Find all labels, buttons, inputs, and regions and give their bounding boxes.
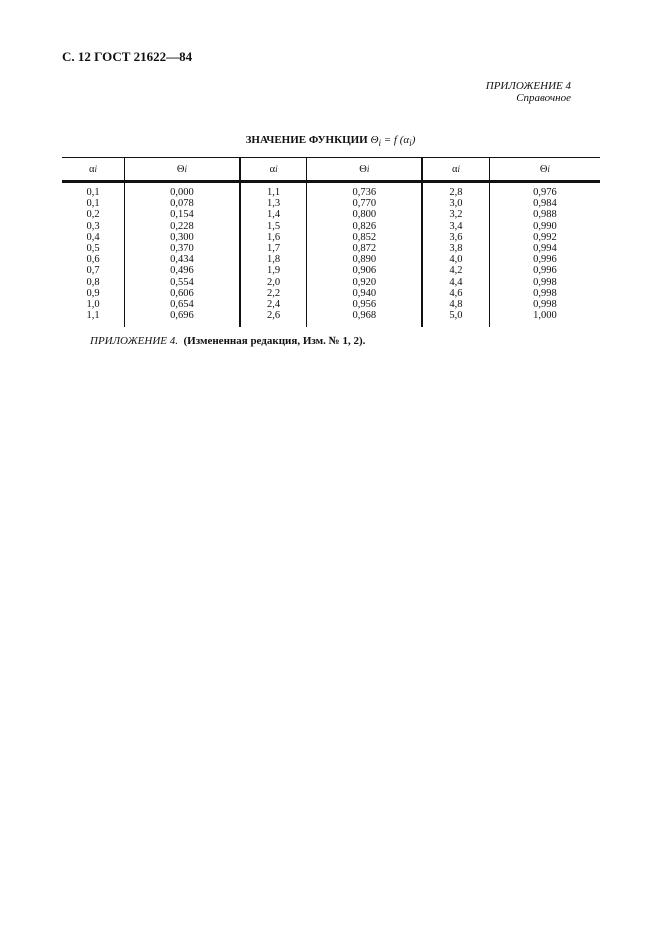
table-cell: 3,2 [421,209,490,221]
table-cell: 3,6 [421,231,490,244]
table-cell: 1,9 [238,265,307,277]
table-cell: 1,1 [86,310,100,322]
table-cell: 3,4 [421,220,490,232]
table-cell: 0,2 [86,209,100,221]
table-cell: 4,2 [421,265,490,277]
table-row: 0,3 0,228 1,5 0,826 3,4 0,990 [62,220,600,232]
table-cell: 1,8 [238,254,307,266]
page-header: С. 12 ГОСТ 21622—84 [62,49,193,64]
table-row: 0,6 0,434 1,8 0,890 4,0 0,996 [62,254,600,266]
table-cell: 0,8 [86,276,100,288]
table-cell: 0,890 [306,254,423,266]
table-cell: 0,940 [306,287,423,300]
table-title: ЗНАЧЕНИЕ ФУНКЦИИ Θi = f (αi) [245,134,416,149]
table-cell: 1,000 [488,310,600,328]
appendix-type: Справочное [516,92,571,104]
table-row: 0,4 0,300 1,6 0,852 3,6 0,992 [62,231,600,244]
table-cell: 0,434 [124,254,240,266]
table-cell: 0,1 [86,198,100,210]
table-cell: 0,554 [124,276,240,288]
revision-note: ПРИЛОЖЕНИЕ 4. (Измененная редакция, Изм.… [90,335,366,347]
function-table: αi Θi αi Θi αi Θi 0,1 0,000 1,1 0,736 2,8 0,976 0,1… [62,157,600,328]
table-cell: 0,920 [306,276,423,288]
column-header: αi [421,157,490,183]
table-cell: 0,770 [306,198,423,210]
column-header: αi [238,157,307,183]
table-cell: 0,7 [86,265,100,277]
column-header: Θi [488,157,600,183]
table-cell: 4,4 [421,276,490,288]
table-cell: 0,736 [306,181,423,199]
table-cell: 0,906 [306,265,423,277]
table-cell: 0,300 [124,231,240,244]
table-cell: 0,990 [488,220,600,232]
table-cell: 0,078 [124,198,240,210]
table-cell: 2,8 [421,181,490,199]
table-cell: 0,154 [124,209,240,221]
table-cell: 0,988 [488,209,600,221]
column-header: Θi [306,157,423,183]
table-row: 1,0 0,654 2,4 0,956 4,8 0,998 [62,299,600,311]
table-cell: 0,6 [86,254,100,266]
table-cell: 2,4 [238,299,307,311]
table-cell: 0,872 [306,243,423,255]
table-cell: 1,1 [238,181,307,199]
table-cell: 0,800 [306,209,423,221]
table-cell: 3,8 [421,243,490,255]
table-cell: 0,998 [488,276,600,288]
table-cell: 0,1 [86,187,100,198]
table-cell: 2,0 [238,276,307,288]
table-cell: 2,6 [238,310,307,328]
column-header: αi [62,157,125,183]
table-cell: 4,6 [421,287,490,300]
column-header: Θi [124,157,240,183]
table-cell: 0,9 [86,287,100,299]
table-row: 0,1 0,078 1,3 0,770 3,0 0,984 [62,198,600,210]
appendix-number: ПРИЛОЖЕНИЕ 4 [485,80,571,92]
table-cell: 0,606 [124,287,240,300]
table-cell: 0,976 [488,181,600,199]
appendix-label: ПРИЛОЖЕНИЕ 4 Справочное [486,80,571,104]
table-cell: 0,228 [124,220,240,232]
table-cell: 3,0 [421,198,490,210]
table-cell: 4,8 [421,299,490,311]
table-cell: 0,956 [306,299,423,311]
table-cell: 0,968 [306,310,423,328]
table-row: 0,1 0,000 1,1 0,736 2,8 0,976 [62,181,600,199]
table-cell: 0,4 [86,231,100,243]
table-cell: 5,0 [421,310,490,328]
table-cell: 0,998 [488,287,600,300]
table-cell: 2,2 [238,287,307,300]
table-cell: 1,5 [238,220,307,232]
table-cell: 1,7 [238,243,307,255]
table-cell: 0,654 [124,299,240,311]
table-row: 0,2 0,154 1,4 0,800 3,2 0,988 [62,209,600,221]
table-cell: 0,5 [86,243,100,255]
table-row: 0,5 0,370 1,7 0,872 3,8 0,994 [62,243,600,255]
table-cell: 1,0 [86,299,100,311]
table-cell: 1,6 [238,231,307,244]
table-cell: 0,696 [124,310,240,328]
table-row: 1,1 0,696 2,6 0,968 5,0 1,000 [62,310,600,328]
table-cell: 0,996 [488,254,600,266]
table-cell: 0,000 [124,181,240,199]
table-cell: 1,3 [238,198,307,210]
table-cell: 0,992 [488,231,600,244]
table-cell: 0,3 [86,220,100,232]
table-cell: 4,0 [421,254,490,266]
table-cell: 0,996 [488,265,600,277]
table-cell: 0,496 [124,265,240,277]
table-row: 0,9 0,606 2,2 0,940 4,6 0,998 [62,287,600,300]
table-cell: 0,984 [488,198,600,210]
table-cell: 0,826 [306,220,423,232]
table-cell: 0,998 [488,299,600,311]
table-row: 0,8 0,554 2,0 0,920 4,4 0,998 [62,276,600,288]
table-cell: 0,994 [488,243,600,255]
table-cell: 0,852 [306,231,423,244]
table-cell: 0,370 [124,243,240,255]
table-row: 0,7 0,496 1,9 0,906 4,2 0,996 [62,265,600,277]
table-cell: 1,4 [238,209,307,221]
